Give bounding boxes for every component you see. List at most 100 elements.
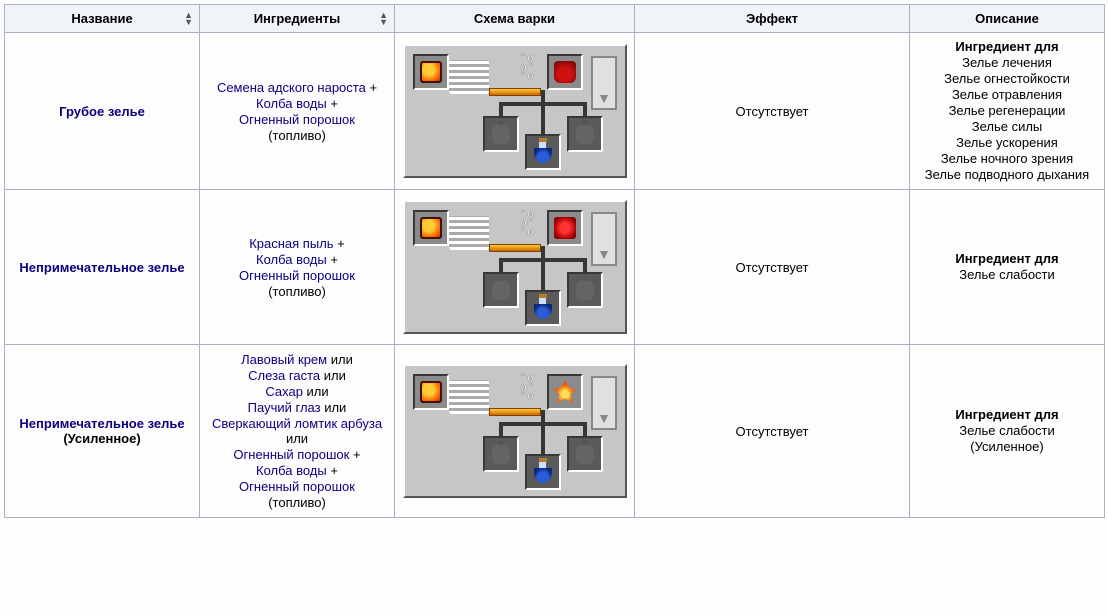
slot-output-center (525, 290, 561, 326)
description-line: Зелье слабости (918, 423, 1096, 438)
cell-scheme: ° oo °° o (395, 33, 635, 190)
cell-ingredients: Лавовый крем илиСлеза гаста илиСахар или… (200, 345, 395, 518)
ingredient-link[interactable]: Колба воды (256, 463, 327, 478)
bubbles-icon: ° oo °° o (511, 54, 543, 86)
water-bottle-icon (534, 297, 552, 319)
water-bottle-icon (534, 461, 552, 483)
ingredient-link[interactable]: Огненный порошок (239, 268, 355, 283)
cell-description: Ингредиент дляЗелье леченияЗелье огнесто… (910, 33, 1105, 190)
potion-name-link[interactable]: Непримечательное зелье (19, 260, 184, 275)
cell-name: Грубое зелье (5, 33, 200, 190)
cell-name: Непримечательное зелье (5, 190, 200, 345)
potion-name-link[interactable]: Грубое зелье (59, 104, 145, 119)
table-row: Непримечательное зелье Красная пыль +Кол… (5, 190, 1105, 345)
ingredient-line: Семена адского нароста + (208, 80, 386, 95)
description-heading: Ингредиент для (918, 251, 1096, 266)
cell-scheme: ° oo °° o (395, 190, 635, 345)
ingredient-icon (554, 217, 576, 239)
bubbles-icon: ° oo °° o (511, 210, 543, 242)
ingredient-link[interactable]: Паучий глаз (248, 400, 321, 415)
ingredient-link[interactable]: Огненный порошок (239, 112, 355, 127)
blaze-powder-icon (420, 381, 442, 403)
tube-graphic (489, 88, 541, 96)
ingredient-link[interactable]: Сверкающий ломтик арбуза (212, 416, 382, 431)
coil-graphic (449, 216, 489, 250)
cell-scheme: ° oo °° o (395, 345, 635, 518)
slot-output-left (483, 272, 519, 308)
description-line: Зелье отравления (918, 87, 1096, 102)
slot-output-right (567, 272, 603, 308)
description-line: Зелье лечения (918, 55, 1096, 70)
ingredient-line: Красная пыль + (208, 236, 386, 251)
blaze-powder-icon (420, 61, 442, 83)
ingredient-link[interactable]: Колба воды (256, 252, 327, 267)
col-header-ingredients[interactable]: Ингредиенты ▲▼ (200, 5, 395, 33)
potion-name-link[interactable]: Непримечательное зелье (19, 416, 184, 431)
coil-graphic (449, 60, 489, 94)
tube-graphic (489, 244, 541, 252)
cell-name: Непримечательное зелье (Усиленное) (5, 345, 200, 518)
progress-arrow-icon (591, 212, 617, 266)
description-heading: Ингредиент для (918, 39, 1096, 54)
slot-ingredient (547, 54, 583, 90)
bag-icon (576, 280, 594, 300)
ingredient-link[interactable]: Красная пыль (249, 236, 333, 251)
cell-effect: Отсутствует (635, 190, 910, 345)
ingredient-link[interactable]: Колба воды (256, 96, 327, 111)
ingredient-link[interactable]: Огненный порошок (233, 447, 349, 462)
ingredient-line: (топливо) (208, 128, 386, 143)
col-header-effect: Эффект (635, 5, 910, 33)
ingredient-link[interactable]: Огненный порошок (239, 479, 355, 494)
bag-icon (576, 124, 594, 144)
col-header-label: Эффект (746, 11, 798, 26)
potions-table: Название ▲▼ Ингредиенты ▲▼ Схема варки Э… (4, 4, 1105, 518)
ingredient-link[interactable]: Слеза гаста (248, 368, 320, 383)
slot-ingredient (547, 374, 583, 410)
ingredient-line: Колба воды + (208, 96, 386, 111)
ingredient-icon (554, 61, 576, 83)
brewing-stand-diagram: ° oo °° o (403, 44, 627, 178)
ingredient-line: Слеза гаста или (208, 368, 386, 383)
coil-graphic (449, 380, 489, 414)
ingredient-link[interactable]: Лавовый крем (241, 352, 327, 367)
progress-arrow-icon (591, 376, 617, 430)
col-header-label: Описание (975, 11, 1039, 26)
cell-effect: Отсутствует (635, 345, 910, 518)
description-line: Зелье подводного дыхания (918, 167, 1096, 182)
ingredient-link[interactable]: Семена адского нароста (217, 80, 366, 95)
brewing-stand-diagram: ° oo °° o (403, 200, 627, 334)
cell-effect: Отсутствует (635, 33, 910, 190)
description-line: Зелье огнестойкости (918, 71, 1096, 86)
progress-arrow-icon (591, 56, 617, 110)
description-line: Зелье регенерации (918, 103, 1096, 118)
col-header-label: Схема варки (474, 11, 555, 26)
ingredient-line: Сахар или (208, 384, 386, 399)
slot-fuel (413, 54, 449, 90)
slot-fuel (413, 210, 449, 246)
ingredient-icon (554, 381, 576, 403)
slot-ingredient (547, 210, 583, 246)
ingredient-line: Колба воды + (208, 463, 386, 478)
ingredient-link[interactable]: Сахар (265, 384, 303, 399)
table-header-row: Название ▲▼ Ингредиенты ▲▼ Схема варки Э… (5, 5, 1105, 33)
ingredient-line: Огненный порошок (208, 268, 386, 283)
ingredient-line: (топливо) (208, 284, 386, 299)
col-header-name[interactable]: Название ▲▼ (5, 5, 200, 33)
bag-icon (492, 124, 510, 144)
tube-graphic (489, 408, 541, 416)
col-header-description: Описание (910, 5, 1105, 33)
sort-icon[interactable]: ▲▼ (379, 12, 388, 26)
slot-output-center (525, 134, 561, 170)
cell-ingredients: Красная пыль +Колба воды +Огненный порош… (200, 190, 395, 345)
slot-output-right (567, 436, 603, 472)
bubbles-icon: ° oo °° o (511, 374, 543, 406)
blaze-powder-icon (420, 217, 442, 239)
bag-icon (492, 444, 510, 464)
potion-name-sub: (Усиленное) (13, 431, 191, 446)
col-header-scheme: Схема варки (395, 5, 635, 33)
ingredient-line: Огненный порошок (208, 479, 386, 494)
description-line: (Усиленное) (918, 439, 1096, 454)
slot-output-right (567, 116, 603, 152)
sort-icon[interactable]: ▲▼ (184, 12, 193, 26)
bag-icon (492, 280, 510, 300)
